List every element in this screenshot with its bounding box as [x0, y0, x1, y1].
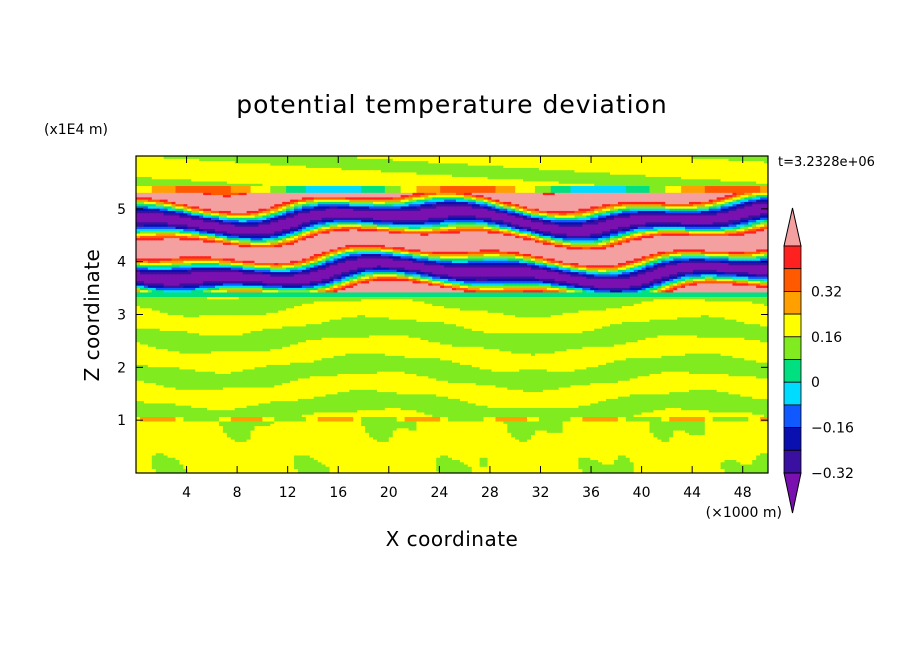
time-label: t=3.2328e+06: [778, 155, 875, 170]
y-unit-label: (x1E4 m): [44, 122, 108, 138]
chart-title: potential temperature deviation: [236, 90, 667, 119]
contour-field: [136, 156, 769, 474]
